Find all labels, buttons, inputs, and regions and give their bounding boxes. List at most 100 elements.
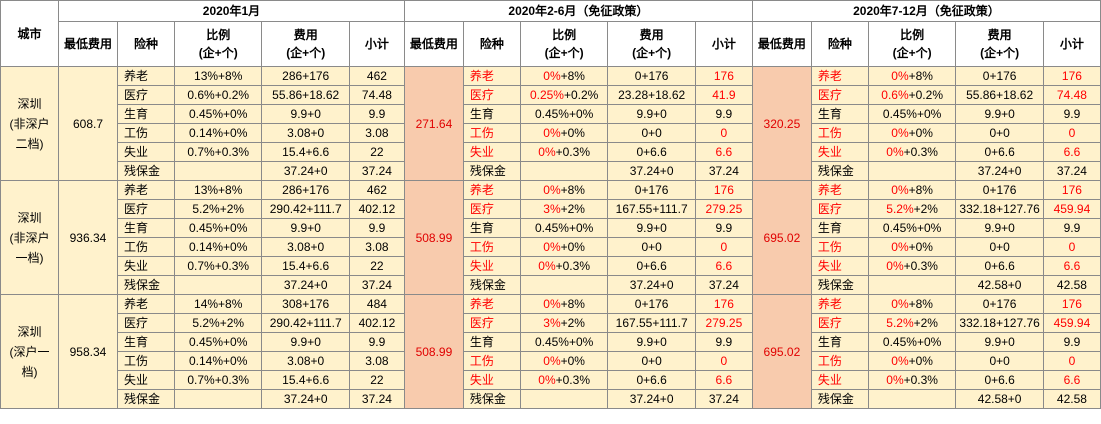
type-cell: 医疗 xyxy=(810,313,869,333)
type-cell: 养老 xyxy=(116,294,175,314)
ratio-employee: +0% xyxy=(560,354,585,368)
header-cost: 费用 (企+个) xyxy=(261,21,350,67)
subtotal-cell: 9.9 xyxy=(348,104,405,124)
ratio-employer: 0% xyxy=(886,373,904,387)
type-cell: 医疗 xyxy=(116,199,175,219)
ratio-employer: 0% xyxy=(886,145,904,159)
subtotal-cell: 6.6 xyxy=(1042,256,1101,276)
cost-cell: 290.42+111.7 xyxy=(261,199,350,219)
min-fee-cell: 936.34 xyxy=(57,180,118,295)
type-cell: 生育 xyxy=(810,218,869,238)
header-ratio: 比例 (企+个) xyxy=(173,21,263,67)
subtotal-cell: 176 xyxy=(1042,180,1101,200)
table-row: 残保金 37.24+0 37.24 残保金 37.24+0 37.24 残保金 42.58+0… xyxy=(1,275,1101,295)
subtotal-cell: 176 xyxy=(694,66,753,86)
cost-cell: 9.9+0 xyxy=(955,332,1044,352)
subtotal-cell: 176 xyxy=(694,180,753,200)
type-cell: 失业 xyxy=(116,142,175,162)
header-type: 险种 xyxy=(462,21,521,67)
type-cell: 养老 xyxy=(462,66,521,86)
type-cell: 生育 xyxy=(462,104,521,124)
cost-cell: 9.9+0 xyxy=(607,104,696,124)
cost-cell: 37.24+0 xyxy=(955,161,1044,181)
type-cell: 医疗 xyxy=(810,85,869,105)
subtotal-cell: 37.24 xyxy=(348,275,405,295)
ratio-cell xyxy=(867,389,957,409)
header-type: 险种 xyxy=(810,21,869,67)
table-row: 工伤 0.14%+0% 3.08+0 3.08 工伤 0%+0% 0+0 0 工伤 0%+0% 0+… xyxy=(1,237,1101,257)
table-row: 深圳 (非深户 二档) 608.7 养老 13%+8% 286+176 462 271.64 养老… xyxy=(0,66,1101,181)
ratio-employee: +0.2% xyxy=(908,88,943,102)
type-cell: 养老 xyxy=(810,180,869,200)
cost-cell: 0+176 xyxy=(955,66,1044,86)
subtotal-cell: 9.9 xyxy=(348,332,405,352)
type-cell: 养老 xyxy=(810,294,869,314)
ratio-cell: 3%+2% xyxy=(519,199,609,219)
header-period-3: 2020年7-12月（免征政策） xyxy=(751,0,1101,22)
cost-cell: 37.24+0 xyxy=(261,389,350,409)
ratio-employer: 0.25% xyxy=(529,88,564,102)
ratio-employee: +2% xyxy=(913,202,938,216)
ratio-cell xyxy=(173,275,263,295)
ratio-employer: 0% xyxy=(891,297,909,311)
ratio-employer: 0% xyxy=(891,69,909,83)
ratio-cell: 0%+0.3% xyxy=(519,142,609,162)
min-fee-cell: 271.64 xyxy=(403,66,464,181)
ratio-cell: 0%+0.3% xyxy=(519,256,609,276)
ratio-cell: 5.2%+2% xyxy=(867,199,957,219)
table-row: 医疗 5.2%+2% 290.42+111.7 402.12 医疗 3%+2% 167.55… xyxy=(1,313,1101,333)
ratio-employer: 0% xyxy=(891,183,909,197)
cost-cell: 0+176 xyxy=(607,66,696,86)
header-period-2: 2020年2-6月（免征政策） xyxy=(403,0,753,22)
type-cell: 失业 xyxy=(116,256,175,276)
ratio-cell: 0%+8% xyxy=(519,66,609,86)
cost-cell: 9.9+0 xyxy=(261,218,350,238)
ratio-employer: 0% xyxy=(543,354,561,368)
ratio-cell: 0.45%+0% xyxy=(173,332,263,352)
type-cell: 工伤 xyxy=(810,237,869,257)
cost-cell: 9.9+0 xyxy=(261,332,350,352)
cost-cell: 55.86+18.62 xyxy=(261,85,350,105)
ratio-cell: 0%+8% xyxy=(519,294,609,314)
ratio-employee: +0.2% xyxy=(563,88,599,102)
cost-cell: 167.55+111.7 xyxy=(607,313,696,333)
type-cell: 医疗 xyxy=(116,85,175,105)
ratio-employee: +0% xyxy=(560,240,585,254)
table-row: 失业 0.7%+0.3% 15.4+6.6 22 失业 0%+0.3% 0+6.6 6.6 失业… xyxy=(1,142,1101,162)
ratio-cell: 0%+8% xyxy=(867,66,957,86)
cost-cell: 37.24+0 xyxy=(607,161,696,181)
ratio-employer: 0% xyxy=(886,259,904,273)
ratio-cell: 0%+8% xyxy=(867,180,957,200)
subtotal-cell: 9.9 xyxy=(1042,218,1101,238)
cost-cell: 9.9+0 xyxy=(261,104,350,124)
ratio-employer: 0% xyxy=(543,126,561,140)
cost-cell: 37.24+0 xyxy=(607,275,696,295)
subtotal-cell: 279.25 xyxy=(694,313,753,333)
header-min-fee: 最低费用 xyxy=(57,21,118,67)
cost-cell: 15.4+6.6 xyxy=(261,142,350,162)
subtotal-cell: 37.24 xyxy=(694,275,753,295)
type-cell: 残保金 xyxy=(462,389,521,409)
cost-cell: 0+6.6 xyxy=(607,142,696,162)
type-cell: 失业 xyxy=(810,142,869,162)
subtotal-cell: 9.9 xyxy=(1042,104,1101,124)
cost-cell: 3.08+0 xyxy=(261,351,350,371)
ratio-cell: 0%+0.3% xyxy=(867,370,957,390)
subtotal-cell: 0 xyxy=(694,123,753,143)
cost-cell: 9.9+0 xyxy=(607,332,696,352)
header-ratio: 比例 (企+个) xyxy=(867,21,957,67)
ratio-employer: 0% xyxy=(538,373,556,387)
ratio-employee: +8% xyxy=(560,69,585,83)
header-city: 城市 xyxy=(0,0,59,67)
ratio-cell: 0.7%+0.3% xyxy=(173,370,263,390)
subtotal-cell: 9.9 xyxy=(694,218,753,238)
type-cell: 残保金 xyxy=(810,161,869,181)
ratio-cell xyxy=(173,389,263,409)
ratio-employer: 0% xyxy=(891,354,909,368)
subtotal-cell: 176 xyxy=(1042,66,1101,86)
type-cell: 工伤 xyxy=(462,351,521,371)
type-cell: 失业 xyxy=(462,142,521,162)
header-subtotal: 小计 xyxy=(348,21,405,67)
ratio-employer: 0% xyxy=(538,145,556,159)
subtotal-cell: 462 xyxy=(348,180,405,200)
